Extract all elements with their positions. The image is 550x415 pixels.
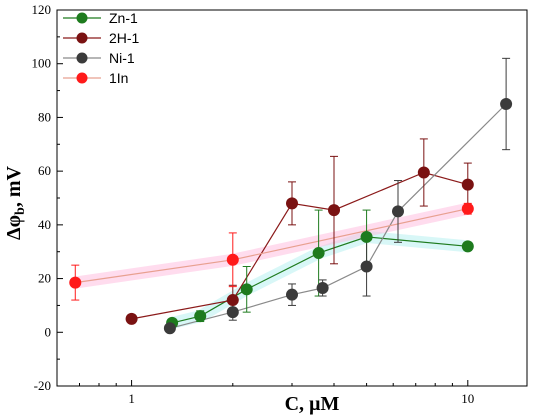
data-point-2h-1 [417,166,430,179]
y-tick-label: 100 [32,56,52,71]
legend-label-zn-1: Zn-1 [109,10,138,26]
x-axis-title: C, µM [285,393,340,415]
y-axis-title: Δφb, mV [3,165,28,239]
x-tick-label: 10 [461,391,474,406]
data-point-2h-1 [286,197,298,210]
series-glow-layer [69,202,474,329]
legend-marker-ni-1 [76,52,88,64]
data-point-ni-1 [391,205,404,218]
y-tick-label: 120 [32,2,52,17]
data-point-1in [461,202,474,215]
axes-layer: -20 0 20 40 60 80 100 120 1 10 [32,2,475,406]
data-point-ni-1 [286,288,298,301]
data-point-ni-1 [163,322,176,335]
data-point-1in [69,276,82,289]
data-point-zn-1 [312,247,325,260]
y-axis-title-subscript: b [13,207,28,215]
legend-label-1in: 1In [109,70,128,86]
y-axis-title-suffix: , mV [3,165,25,207]
data-point-ni-1 [316,281,329,294]
data-point-2h-1 [125,312,138,325]
data-point-1in [226,253,239,266]
legend-label-ni-1: Ni-1 [109,50,135,66]
data-points-layer [69,98,513,335]
y-tick-label: 60 [38,163,51,178]
data-point-zn-1 [461,240,474,253]
y-tick-label: 40 [38,217,51,232]
data-point-ni-1 [500,98,513,110]
y-axis-title-main: Δφ [3,215,25,240]
data-point-ni-1 [226,306,239,319]
data-point-2h-1 [226,294,239,307]
y-tick-label: 80 [38,109,51,124]
data-point-zn-1 [360,230,373,243]
series-line-2h-1 [131,171,468,320]
y-tick-label: 0 [45,324,52,339]
y-tick-label: 20 [38,271,51,286]
legend-marker-zn-1 [76,12,88,24]
legend-marker-1in [76,72,88,84]
data-point-zn-1 [194,310,207,323]
data-point-2h-1 [461,178,474,191]
y-tick-label: -20 [34,378,51,393]
legend-label-2h-1: 2H-1 [109,30,140,46]
data-point-zn-1 [240,283,253,296]
data-point-2h-1 [328,204,341,217]
x-tick-label: 1 [128,391,135,406]
data-point-ni-1 [360,260,373,273]
legend-marker-2h-1 [76,32,88,44]
legend: Zn-1 2H-1 Ni-1 1In [63,10,140,86]
